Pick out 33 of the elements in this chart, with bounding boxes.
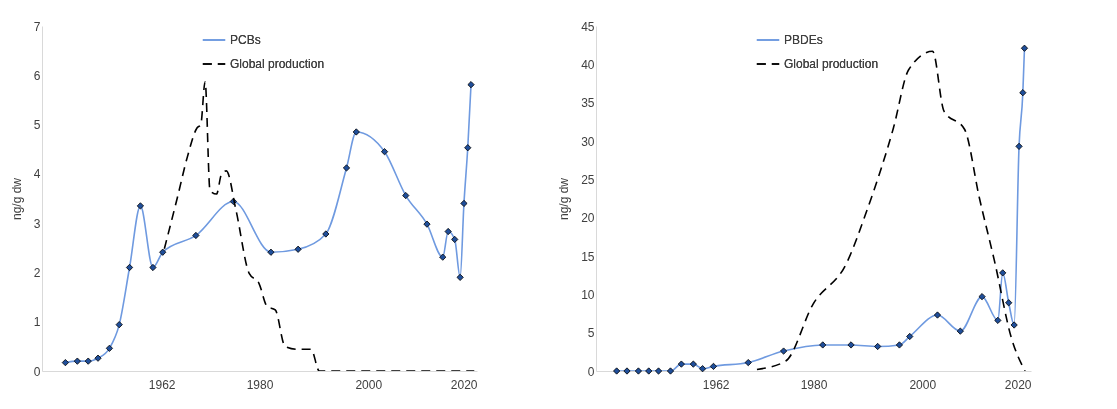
y-tick-label: 6 <box>33 68 41 83</box>
y-tick-label: 20 <box>581 211 595 226</box>
legend-label: Global production <box>230 57 325 71</box>
y-tick-label: 40 <box>581 57 595 72</box>
y-tick-label: 35 <box>581 96 595 111</box>
y-tick-label: 3 <box>33 216 41 231</box>
y-tick-label: 2 <box>33 265 41 280</box>
legend-label: PCBs <box>230 33 261 47</box>
y-tick-label: 15 <box>581 249 595 264</box>
x-tick-label: 1962 <box>148 377 176 392</box>
y-tick-label: 45 <box>581 19 595 34</box>
x-tick-label: 1962 <box>702 377 730 392</box>
x-tick-label: 2020 <box>450 377 478 392</box>
x-tick-label: 1980 <box>800 377 828 392</box>
y-tick-label: 0 <box>33 364 41 379</box>
y-tick-label: 0 <box>587 364 595 379</box>
legend-label: PBDEs <box>784 33 823 47</box>
y-tick-label: 25 <box>581 172 595 187</box>
x-tick-label: 2020 <box>1004 377 1032 392</box>
y-tick-label: 7 <box>33 19 41 34</box>
y-tick-label: 30 <box>581 134 595 149</box>
y-axis-title: ng/g dw <box>9 177 24 221</box>
y-tick-label: 4 <box>33 167 41 182</box>
y-axis-title: ng/g dw <box>557 177 572 221</box>
y-tick-label: 5 <box>587 326 595 341</box>
x-tick-label: 2000 <box>355 377 383 392</box>
x-tick-label: 2000 <box>909 377 937 392</box>
x-tick-label: 1980 <box>246 377 274 392</box>
y-tick-label: 5 <box>33 118 41 133</box>
y-tick-label: 10 <box>581 287 595 302</box>
y-tick-label: 1 <box>33 315 41 330</box>
line-series <box>756 50 1026 371</box>
legend-label: Global production <box>784 57 879 71</box>
